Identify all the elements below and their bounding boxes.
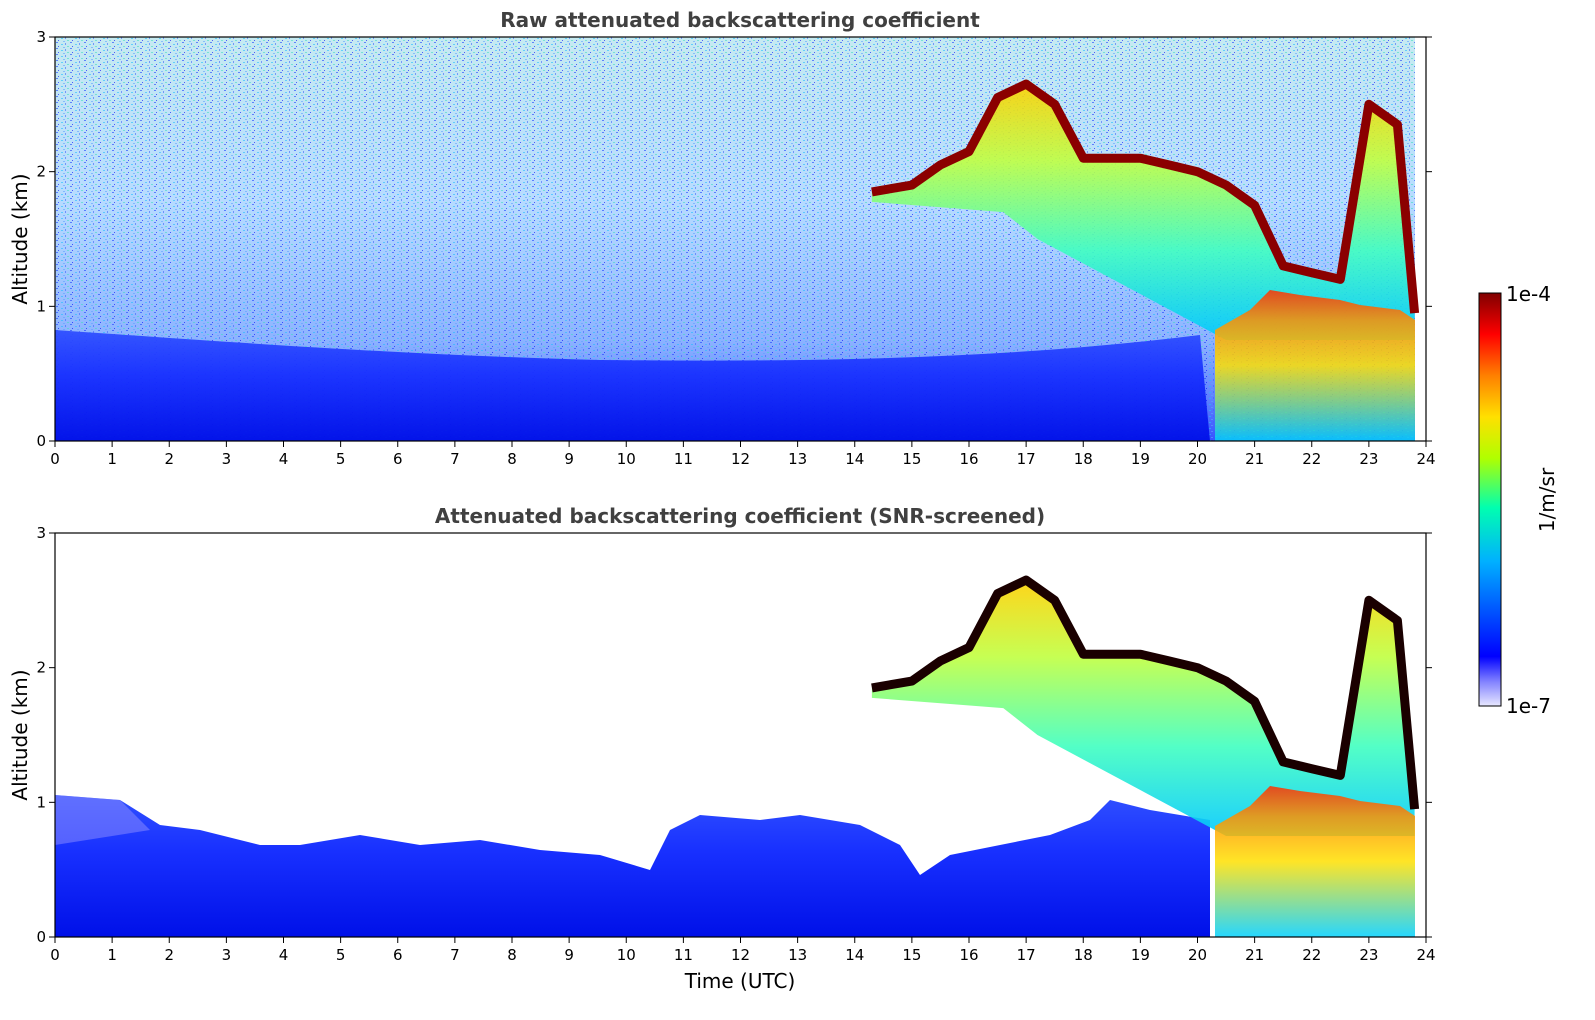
raw-x-tick-label: 19 (1131, 450, 1150, 468)
screened-low-cloud (1215, 786, 1415, 937)
screened-x-tick-label: 5 (336, 946, 346, 964)
screened-boundary-layer (55, 795, 1210, 937)
screened-x-tick-label: 23 (1359, 946, 1378, 964)
raw-x-tick-label: 6 (393, 450, 403, 468)
raw-x-tick-label: 22 (1302, 450, 1321, 468)
colorbar-min-label: 1e-7 (1506, 694, 1551, 718)
screened-cloud-top (871, 575, 1420, 810)
raw-x-tick-label: 8 (507, 450, 517, 468)
screened-x-tick-label: 2 (164, 946, 174, 964)
raw-y-ticks: 0 1 2 3 (36, 28, 1432, 450)
raw-y-tick-label: 1 (36, 297, 46, 315)
raw-x-tick-label: 15 (902, 450, 921, 468)
raw-low-cloud (1215, 290, 1415, 441)
screened-heatmap (55, 533, 1426, 937)
screened-y-tick-label: 2 (36, 659, 46, 677)
raw-x-tick-label: 17 (1017, 450, 1036, 468)
screened-x-tick-label: 24 (1416, 946, 1435, 964)
raw-y-tick-label: 0 (36, 432, 46, 450)
raw-y-tick-label: 3 (36, 28, 46, 46)
raw-x-tick-label: 14 (845, 450, 864, 468)
screened-x-tick-label: 12 (731, 946, 750, 964)
screened-x-tick-label: 8 (507, 946, 517, 964)
screened-x-tick-label: 17 (1017, 946, 1036, 964)
screened-y-ticks: 0 1 2 3 (36, 524, 1432, 946)
raw-x-tick-label: 3 (222, 450, 232, 468)
screened-y-tick-label: 1 (36, 793, 46, 811)
colorbar: 1e-4 1e-7 1/m/sr (1478, 282, 1559, 718)
screened-x-tick-label: 3 (222, 946, 232, 964)
screened-x-tick-label: 10 (617, 946, 636, 964)
screened-x-tick-label: 16 (959, 946, 978, 964)
raw-x-tick-label: 0 (50, 450, 60, 468)
screened-y-axis-label: Altitude (km) (8, 669, 32, 800)
raw-x-ticks: 0 1 2 3 4 5 6 7 8 9 10 11 12 13 14 15 16 17 18 19 20 21 22 23 24 (50, 441, 1436, 468)
raw-x-tick-label: 20 (1188, 450, 1207, 468)
screened-x-tick-label: 7 (450, 946, 460, 964)
raw-x-tick-label: 9 (564, 450, 574, 468)
raw-heatmap (55, 37, 1426, 441)
screened-backscatter-panel: Attenuated backscattering coefficient (S… (8, 504, 1436, 993)
screened-x-tick-label: 21 (1245, 946, 1264, 964)
raw-cloud-top (871, 79, 1420, 314)
screened-y-tick-label: 0 (36, 928, 46, 946)
screened-x-tick-label: 4 (279, 946, 289, 964)
raw-y-axis-label: Altitude (km) (8, 173, 32, 304)
raw-x-tick-label: 7 (450, 450, 460, 468)
raw-x-tick-label: 5 (336, 450, 346, 468)
screened-x-tick-label: 0 (50, 946, 60, 964)
raw-backscatter-panel: Raw attenuated backscattering coefficien… (8, 8, 1436, 468)
raw-x-tick-label: 12 (731, 450, 750, 468)
raw-x-tick-label: 24 (1416, 450, 1435, 468)
screened-cloud-body (871, 580, 1415, 836)
raw-panel-title: Raw attenuated backscattering coefficien… (500, 8, 980, 32)
colorbar-max-label: 1e-4 (1506, 282, 1551, 306)
raw-cloud-body (871, 84, 1415, 340)
screened-x-tick-label: 20 (1188, 946, 1207, 964)
screened-x-tick-label: 11 (674, 946, 693, 964)
screened-faint-layer (55, 795, 150, 845)
screened-x-tick-label: 15 (902, 946, 921, 964)
screened-x-tick-label: 6 (393, 946, 403, 964)
colorbar-gradient (1478, 292, 1502, 707)
screened-x-tick-label: 9 (564, 946, 574, 964)
raw-x-tick-label: 23 (1359, 450, 1378, 468)
screened-x-tick-label: 19 (1131, 946, 1150, 964)
raw-y-tick-label: 2 (36, 163, 46, 181)
screened-x-tick-label: 14 (845, 946, 864, 964)
raw-x-tick-label: 18 (1074, 450, 1093, 468)
raw-x-tick-label: 11 (674, 450, 693, 468)
screened-x-ticks: 0 1 2 3 4 5 6 7 8 9 10 11 12 13 14 15 16 17 18 19 20 21 22 23 24 (50, 937, 1436, 964)
raw-x-tick-label: 21 (1245, 450, 1264, 468)
raw-x-tick-label: 1 (107, 450, 117, 468)
raw-x-tick-label: 16 (959, 450, 978, 468)
screened-x-tick-label: 22 (1302, 946, 1321, 964)
raw-x-tick-label: 13 (788, 450, 807, 468)
raw-x-tick-label: 2 (164, 450, 174, 468)
raw-x-tick-label: 10 (617, 450, 636, 468)
screened-x-tick-label: 1 (107, 946, 117, 964)
screened-panel-title: Attenuated backscattering coefficient (S… (435, 504, 1045, 528)
screened-x-tick-label: 13 (788, 946, 807, 964)
x-axis-label: Time (UTC) (684, 969, 796, 993)
colorbar-unit-label: 1/m/sr (1535, 467, 1559, 532)
raw-boundary-layer (55, 330, 1210, 441)
raw-x-tick-label: 4 (279, 450, 289, 468)
screened-y-tick-label: 3 (36, 524, 46, 542)
screened-x-tick-label: 18 (1074, 946, 1093, 964)
